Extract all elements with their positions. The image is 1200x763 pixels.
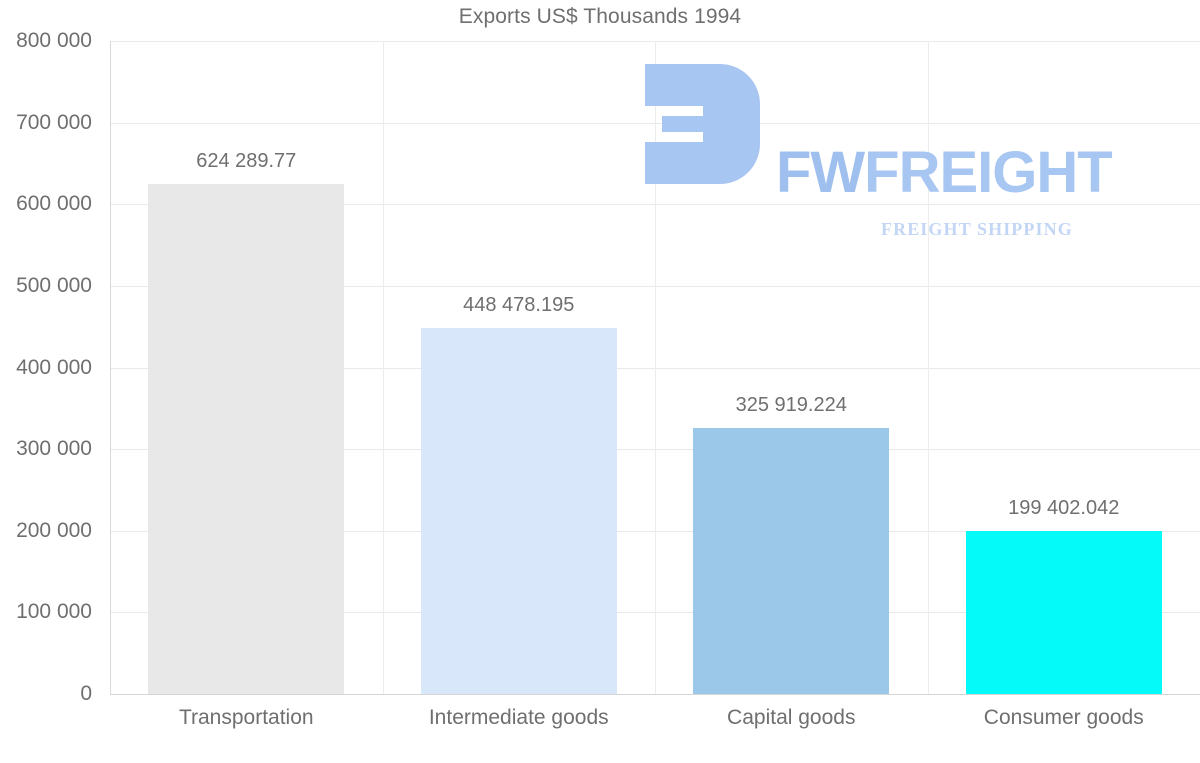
grid-line-vertical xyxy=(383,41,384,694)
x-axis-tick-label: Capital goods xyxy=(727,706,856,729)
grid-line-horizontal xyxy=(110,694,1200,695)
bar-value-label: 199 402.042 xyxy=(1008,497,1120,520)
bar[interactable] xyxy=(148,184,344,694)
y-axis-tick-label: 300 000 xyxy=(16,437,92,461)
grid-line-vertical xyxy=(928,41,929,694)
chart-title: Exports US$ Thousands 1994 xyxy=(458,5,742,28)
y-axis-tick-label: 500 000 xyxy=(16,273,92,297)
grid-line-vertical xyxy=(655,41,656,694)
x-axis-tick-label: Consumer goods xyxy=(983,706,1144,729)
x-axis-tick-label: Intermediate goods xyxy=(428,706,609,729)
bar[interactable] xyxy=(693,427,889,694)
y-axis-tick-label: 200 000 xyxy=(16,518,92,542)
bar[interactable] xyxy=(421,327,617,694)
y-axis-tick-label: 600 000 xyxy=(16,192,92,216)
y-axis-tick-label: 100 000 xyxy=(16,600,92,624)
y-axis-line xyxy=(110,41,111,695)
y-axis-tick-label: 800 000 xyxy=(16,29,92,52)
y-axis-tick-label: 700 000 xyxy=(16,110,92,134)
bar-value-label: 325 919.224 xyxy=(735,393,847,416)
y-axis-tick-label: 0 xyxy=(80,682,92,705)
bar-value-label: 624 289.77 xyxy=(196,150,297,173)
y-axis-tick-label: 400 000 xyxy=(16,355,92,379)
bar[interactable] xyxy=(966,531,1162,694)
bar-value-label: 448 478.195 xyxy=(463,293,575,316)
x-axis-tick-label: Transportation xyxy=(178,706,314,729)
